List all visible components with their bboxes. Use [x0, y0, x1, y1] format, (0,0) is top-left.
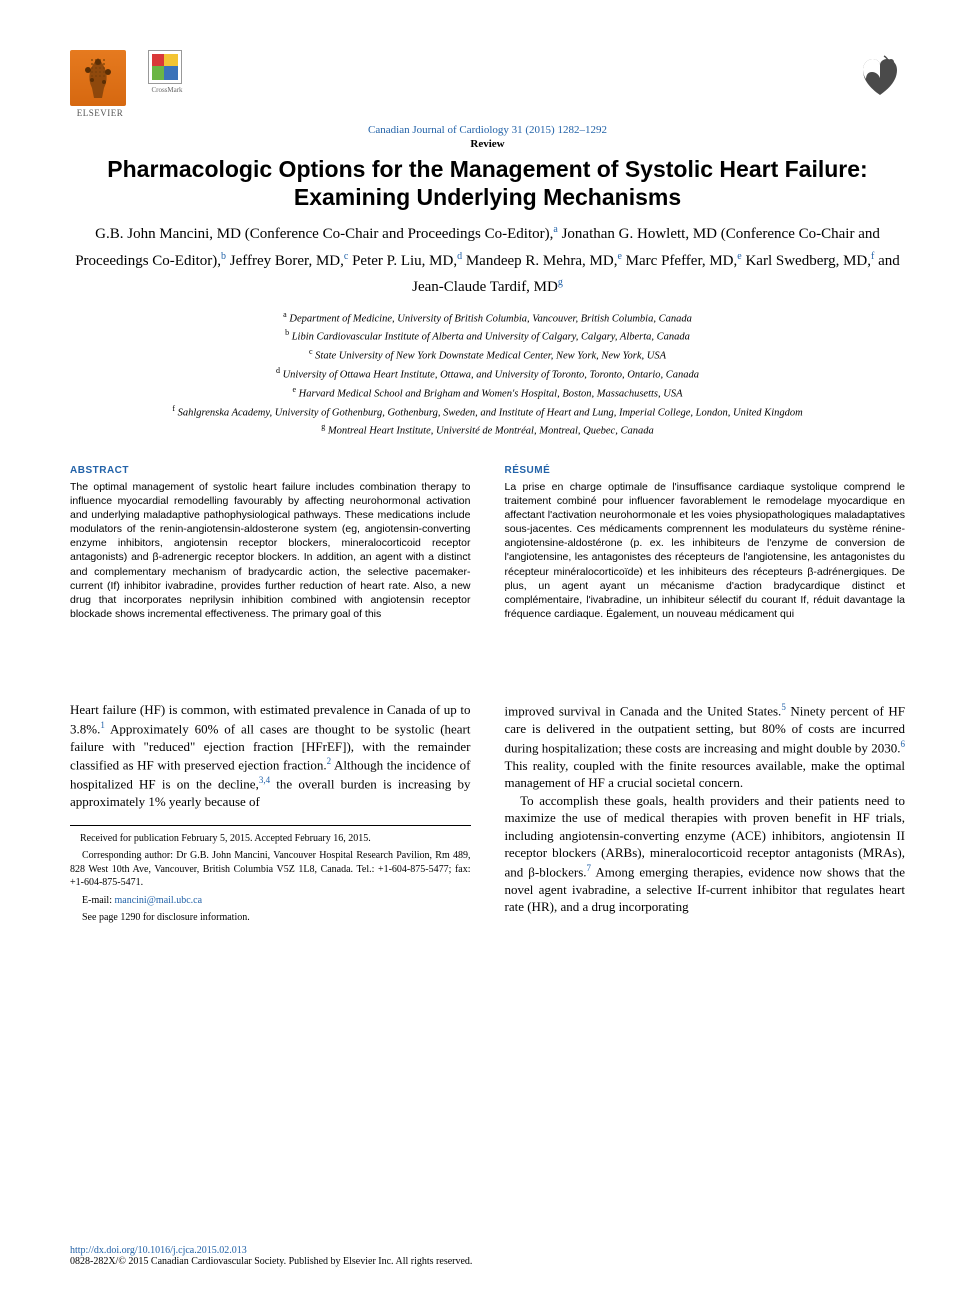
elsevier-tree-icon [70, 50, 126, 106]
abstract-text-fr: La prise en charge optimale de l'insuffi… [505, 480, 906, 622]
left-logos: ELSEVIER CrossMark [70, 50, 186, 118]
copyright-text: 0828-282X/© 2015 Canadian Cardiovascular… [70, 1256, 472, 1267]
abstract-heading-fr: RÉSUMÉ [505, 464, 906, 478]
abstract-en: ABSTRACT The optimal management of systo… [70, 464, 471, 621]
abstract-fr: RÉSUMÉ La prise en charge optimale de l'… [505, 464, 906, 621]
elsevier-label: ELSEVIER [70, 108, 130, 118]
footnote-disclosure: See page 1290 for disclosure information… [70, 911, 471, 925]
crossmark-icon [148, 50, 182, 84]
abstract-text-en: The optimal management of systolic heart… [70, 480, 471, 622]
body-right-p2: To accomplish these goals, health provid… [505, 792, 906, 916]
body-left-p1: Heart failure (HF) is common, with estim… [70, 701, 471, 810]
email-link[interactable]: mancini@mail.ubc.ca [115, 895, 203, 906]
abstract-heading-en: ABSTRACT [70, 464, 471, 478]
journal-citation: Canadian Journal of Cardiology 31 (2015)… [70, 124, 905, 136]
journal-logo [855, 50, 905, 100]
footnote-received: Received for publication February 5, 201… [70, 832, 471, 846]
crossmark-label: CrossMark [148, 86, 186, 94]
article-title: Pharmacologic Options for the Management… [70, 156, 905, 211]
header-logo-row: ELSEVIER CrossMark [70, 50, 905, 118]
doi-link[interactable]: http://dx.doi.org/10.1016/j.cjca.2015.02… [70, 1245, 247, 1256]
abstract-row: ABSTRACT The optimal management of systo… [70, 464, 905, 621]
affiliations-list: a Department of Medicine, University of … [70, 309, 905, 440]
footnote-corresponding: Corresponding author: Dr G.B. John Manci… [70, 849, 471, 890]
body-row: Heart failure (HF) is common, with estim… [70, 701, 905, 928]
crossmark-logo[interactable]: CrossMark [148, 50, 186, 94]
body-right-p1: improved survival in Canada and the Unit… [505, 701, 906, 791]
article-type: Review [70, 138, 905, 150]
page-footer: http://dx.doi.org/10.1016/j.cjca.2015.02… [70, 1245, 905, 1267]
footnotes: Received for publication February 5, 201… [70, 825, 471, 925]
authors-list: G.B. John Mancini, MD (Conference Co-Cha… [70, 221, 905, 301]
body-col-left: Heart failure (HF) is common, with estim… [70, 701, 471, 928]
elsevier-logo: ELSEVIER [70, 50, 130, 118]
footnote-email: E-mail: mancini@mail.ubc.ca [70, 894, 471, 908]
body-col-right: improved survival in Canada and the Unit… [505, 701, 906, 928]
